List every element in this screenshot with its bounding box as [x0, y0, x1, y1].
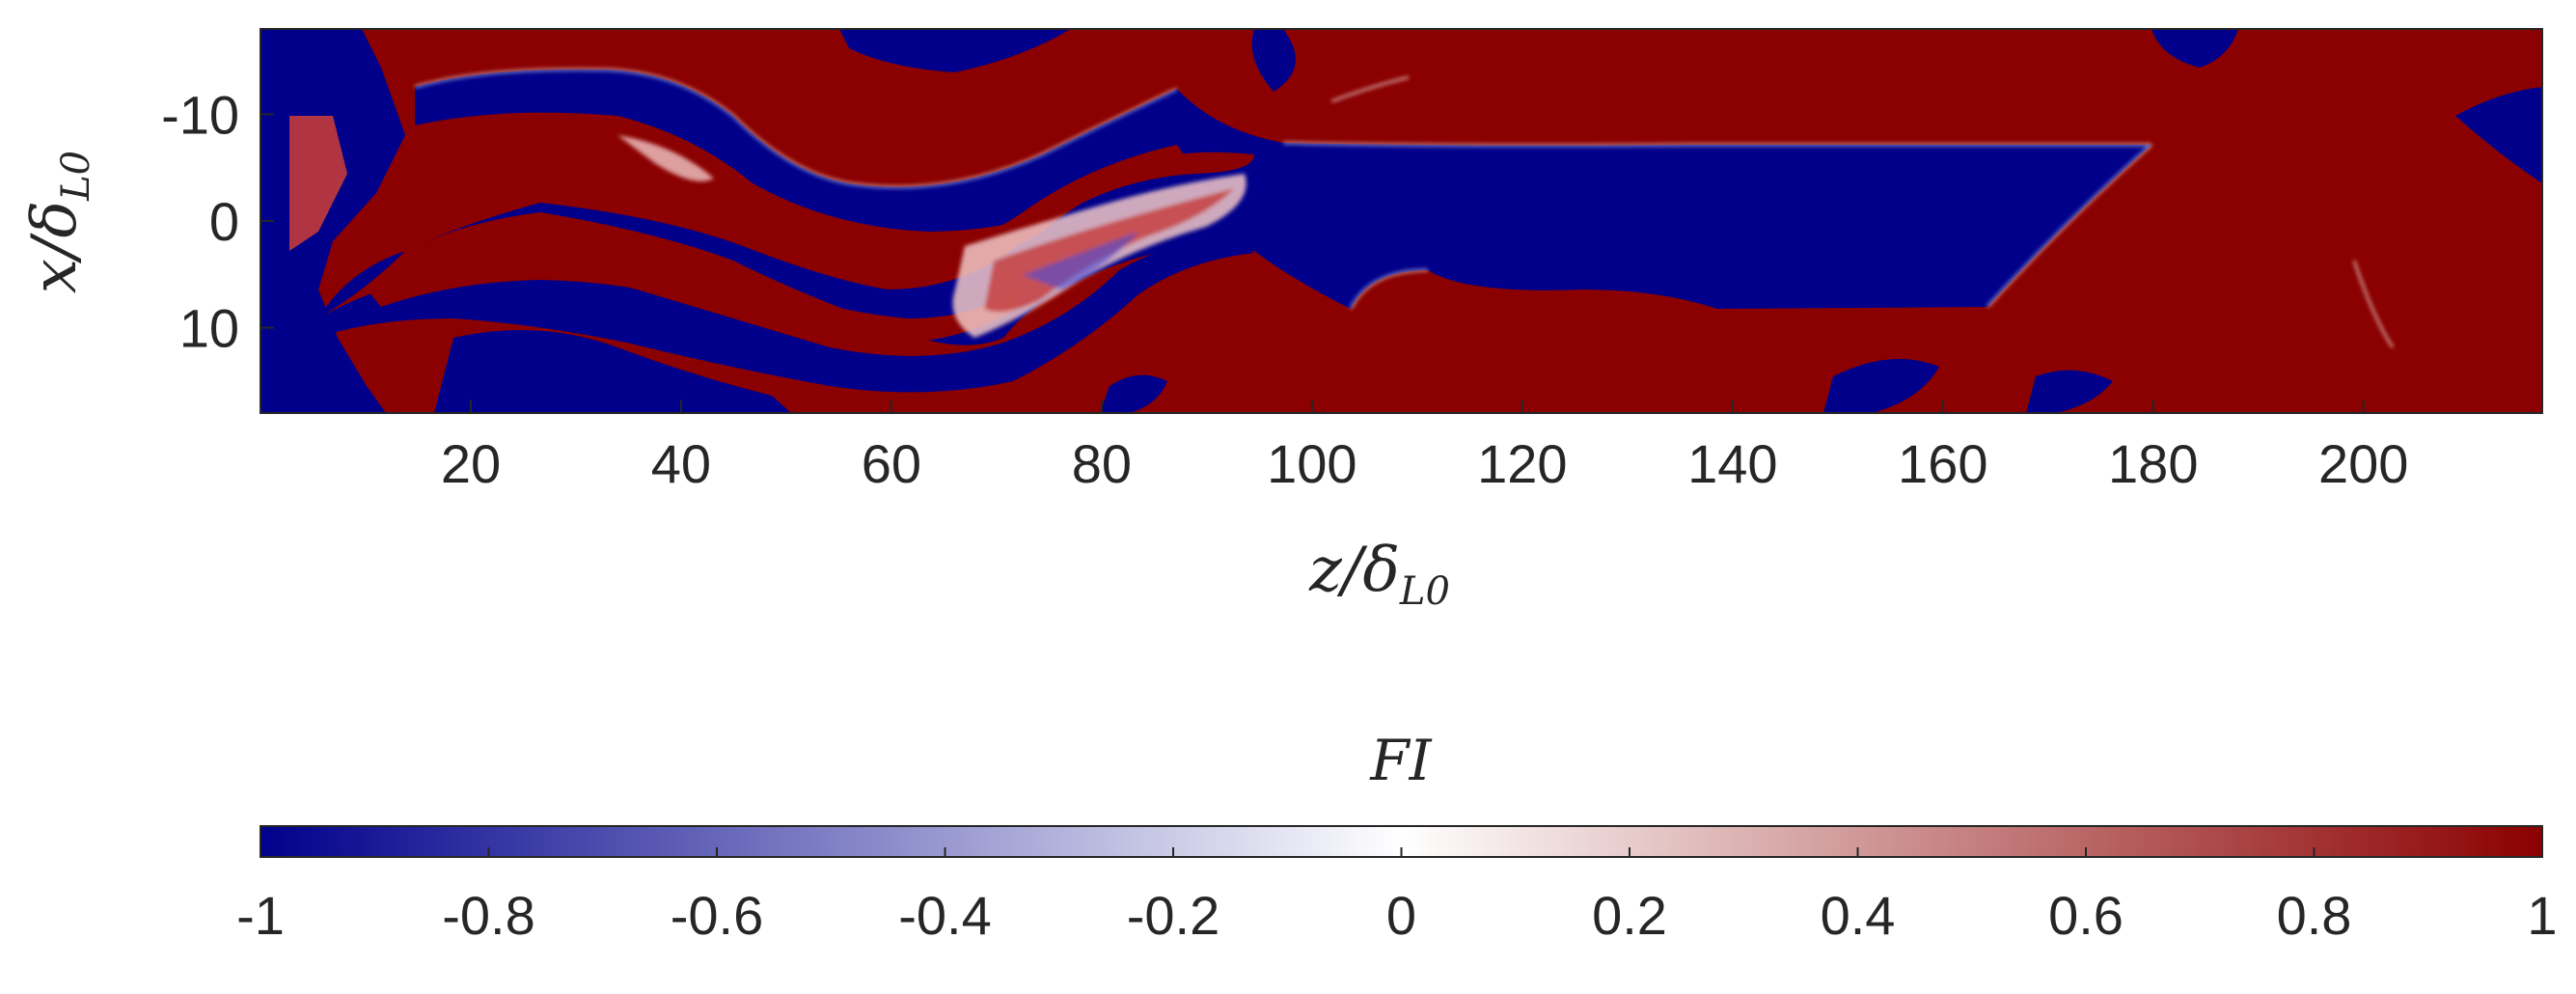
heatmap-mixing-patch: [617, 135, 1247, 338]
heatmap-region-top-lobes: [839, 29, 1071, 72]
colorbar-ticks: -1 -0.8 -0.6 -0.4 -0.2 0 0.2 0.4 0.6 0.8 1: [236, 847, 2558, 946]
x-tick-label: 160: [1898, 433, 1987, 494]
colorbar-tick-label: 0.8: [2277, 885, 2352, 946]
x-tick-label: 80: [1072, 433, 1132, 494]
colorbar-tick-label: 1: [2527, 885, 2557, 946]
colorbar-tick-label: 0.2: [1592, 885, 1667, 946]
colorbar-tick-label: -0.8: [442, 885, 535, 946]
colorbar-tick-label: -0.6: [671, 885, 764, 946]
heatmap-region-bottom-left-eddies: [434, 330, 791, 413]
x-tick-label: 120: [1477, 433, 1567, 494]
colorbar-tick-label: -0.4: [898, 885, 992, 946]
colorbar-tick-label: -0.2: [1127, 885, 1220, 946]
heatmap-region-lower-red-band: [367, 246, 1023, 343]
heatmap-field: [260, 29, 2542, 413]
x-axis-ticks: 20 40 60 80 100 120 140 160 180 200: [441, 400, 2408, 494]
x-axis-label: z/δL0: [1308, 535, 1450, 614]
x-axis-label-sub: L0: [1399, 569, 1450, 614]
y-tick-label: 10: [179, 298, 239, 359]
colorbar-tick-label: 0: [1386, 885, 1416, 946]
x-tick-label: 100: [1267, 433, 1357, 494]
y-axis-ticks: -10 0 10: [161, 84, 274, 359]
heatmap-region-top-right-eddy: [2151, 29, 2238, 68]
y-tick-label: 0: [209, 191, 239, 252]
heatmap-region-bottom-eddy-1: [1100, 374, 1167, 413]
colorbar-tick-label: 0.6: [2048, 885, 2124, 946]
x-axis-label-main: z/δ: [1308, 535, 1400, 606]
x-tick-label: 180: [2108, 433, 2198, 494]
heatmap-region-top-right-wedge: [2455, 87, 2542, 183]
x-tick-label: 20: [441, 433, 501, 494]
x-tick-label: 200: [2318, 433, 2408, 494]
heatmap-interface-highlights: [414, 68, 2395, 348]
x-tick-label: 40: [651, 433, 711, 494]
x-tick-label: 140: [1687, 433, 1777, 494]
y-axis-label-main: x/δ: [19, 201, 91, 293]
heatmap-region-top-right-blue: [1251, 29, 1296, 92]
heatmap-region-bottom-eddy-2: [1823, 359, 1939, 413]
colorbar-title: FI: [1369, 728, 1432, 793]
heatmap-region-left-mix: [289, 116, 347, 251]
heatmap-region-bottom-eddy-3: [2026, 370, 2113, 413]
colorbar-tick-label: -1: [236, 885, 285, 946]
y-axis-label: x/δL0: [19, 151, 98, 293]
x-tick-label: 60: [862, 433, 921, 494]
heatmap-region-jet-core: [318, 69, 2151, 345]
colorbar-tick-label: 0.4: [1821, 885, 1896, 946]
y-axis-label-sub: L0: [54, 151, 98, 202]
y-tick-label: -10: [161, 84, 239, 145]
